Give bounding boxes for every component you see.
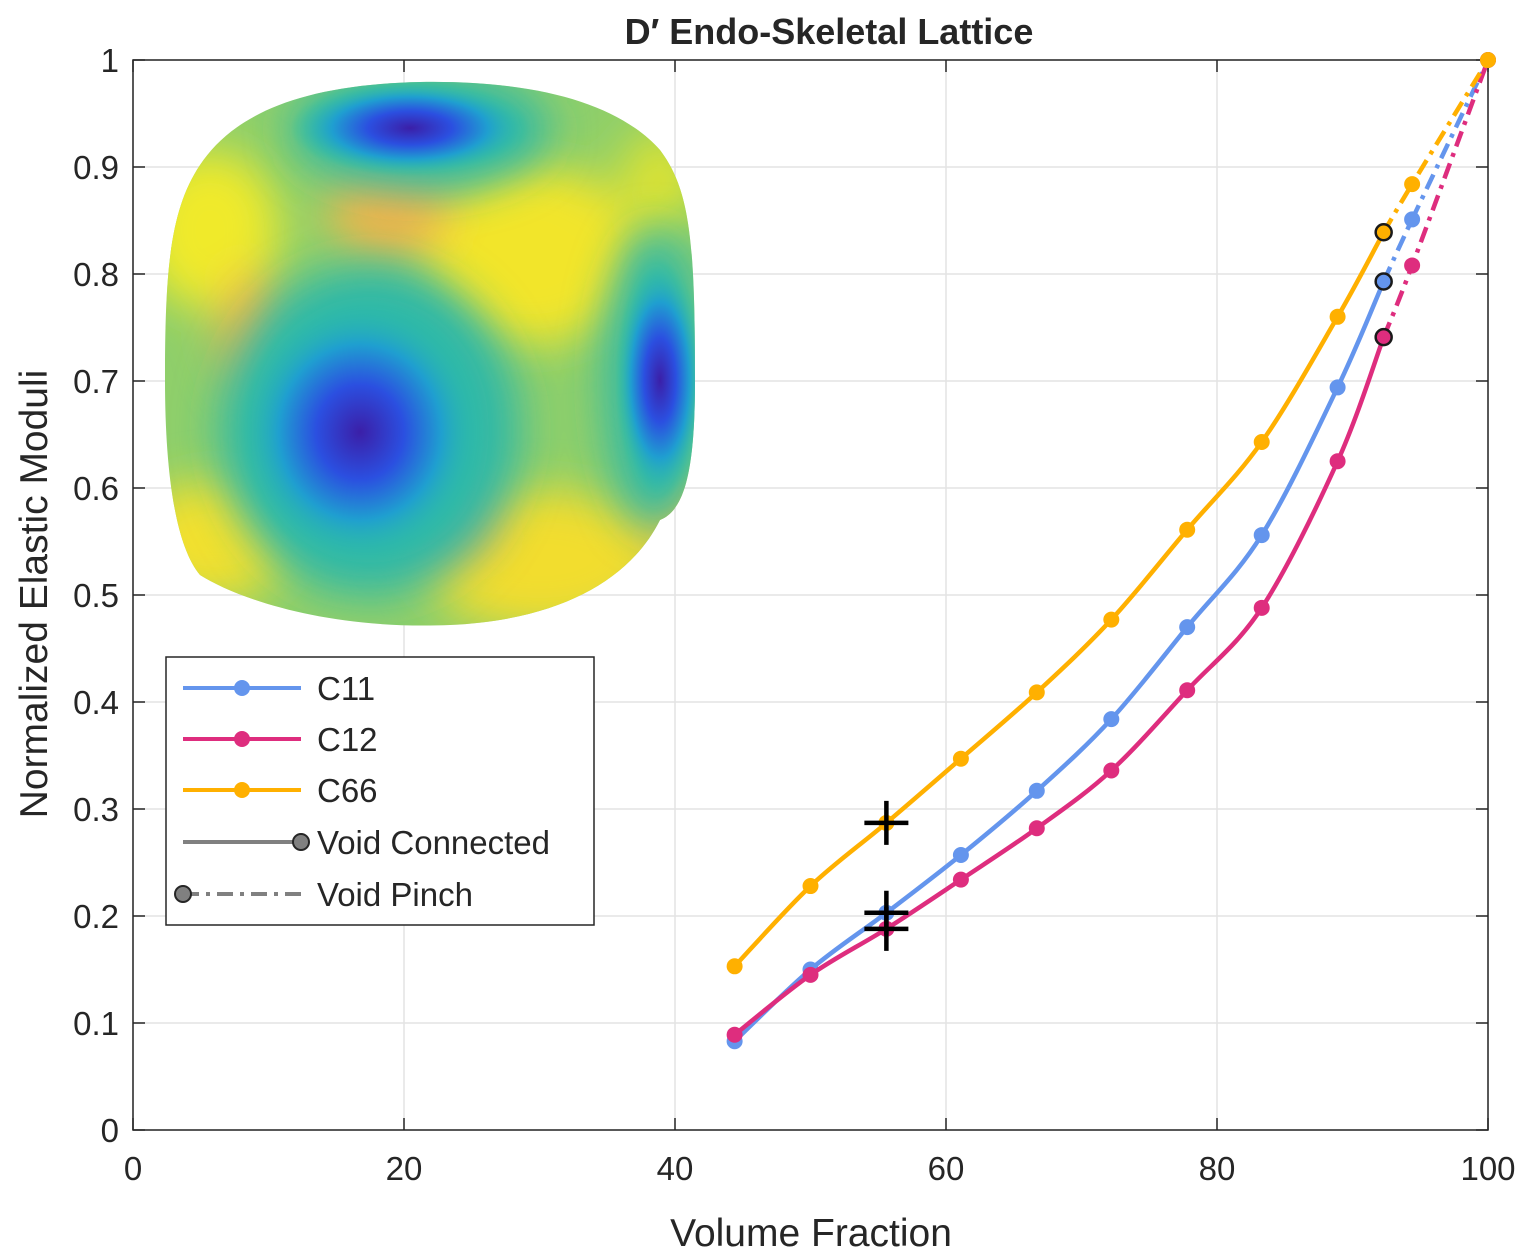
x-tick-label-5: 100: [1460, 1150, 1515, 1187]
y-tick-label-5: 0.5: [73, 577, 119, 614]
plus-markers: [864, 800, 909, 951]
series-layer: [726, 52, 1496, 1050]
legend-item-c66: C66: [183, 772, 378, 809]
data-point-c12-7: [1253, 599, 1270, 616]
data-point-c11-5: [1103, 711, 1120, 728]
data-point-c11-7: [1253, 527, 1270, 544]
data-point-c66-4: [1028, 684, 1045, 701]
chart-title: D′ Endo-Skeletal Lattice: [625, 11, 1034, 52]
data-point-c66-7: [1253, 433, 1270, 450]
legend-label-c11: C11: [317, 670, 375, 707]
plus-marker-2: [864, 906, 909, 951]
legend-marker-void-connected: [292, 833, 310, 851]
x-tick-label-3: 60: [928, 1150, 965, 1187]
data-point-c12-5: [1103, 762, 1120, 779]
y-tick-label-3: 0.3: [73, 791, 119, 828]
data-point-c12-1: [802, 966, 819, 983]
data-point-c66-1: [802, 878, 819, 895]
y-tick-label-4: 0.4: [73, 684, 119, 721]
y-tick-label-0: 0: [101, 1112, 119, 1149]
y-tick-label-10: 1: [101, 42, 119, 79]
data-point-c12-8: [1329, 453, 1346, 470]
series-line-connected-c66: [732, 231, 1386, 968]
y-tick-label-2: 0.2: [73, 898, 119, 935]
plus-marker-0: [864, 800, 909, 845]
series-line-pinch-c66: [1381, 58, 1490, 234]
series-line-connected-c11: [733, 280, 1386, 1043]
data-point-c12-0: [726, 1026, 743, 1043]
data-point-c12-4: [1028, 820, 1045, 837]
legend: C11 C12 C66 Void Connected Void Pinch: [165, 656, 595, 926]
x-axis-label: Volume Fraction: [670, 1212, 952, 1253]
data-point-c66-8: [1329, 308, 1346, 325]
series-line-connected-c12: [733, 336, 1386, 1037]
data-point-c12-6: [1179, 682, 1196, 699]
data-point-c11-6: [1179, 619, 1196, 636]
data-point-c66-6: [1179, 521, 1196, 538]
data-point-c66-5: [1103, 611, 1120, 628]
data-point-c11-3: [952, 847, 969, 864]
legend-item-void-pinch: Void Pinch: [174, 876, 473, 913]
transition-point-c66: [1374, 223, 1393, 242]
y-axis-label: Normalized Elastic Moduli: [13, 370, 56, 819]
y-tick-label-6: 0.6: [73, 470, 119, 507]
x-tick-label-4: 80: [1199, 1150, 1236, 1187]
data-point-c11-pinch-0: [1404, 211, 1421, 228]
data-point-c12-pinch-0: [1404, 257, 1421, 274]
data-point-c11-4: [1028, 782, 1045, 799]
legend-label-void-connected: Void Connected: [317, 824, 550, 861]
x-tick-label-0: 0: [124, 1150, 142, 1187]
x-tick-label-1: 20: [386, 1150, 423, 1187]
legend-label-c66: C66: [317, 772, 378, 809]
transition-point-c12: [1374, 327, 1393, 347]
data-point-c66-3: [952, 750, 969, 767]
legend-label-c12: C12: [317, 721, 378, 758]
y-tick-label-1: 0.1: [73, 1005, 119, 1042]
data-point-c66-pinch-1: [1480, 52, 1496, 68]
series-line-pinch-c11: [1381, 59, 1491, 283]
legend-marker-c66: [234, 782, 250, 798]
legend-item-c11: C11: [183, 670, 375, 707]
y-tick-label-8: 0.8: [73, 256, 119, 293]
data-point-c11-8: [1329, 379, 1346, 396]
data-point-c66-pinch-0: [1404, 176, 1421, 193]
legend-marker-c12: [234, 731, 250, 747]
lattice-surface-image: [165, 81, 695, 626]
legend-label-void-pinch: Void Pinch: [317, 876, 473, 913]
legend-marker-void-pinch: [174, 885, 192, 903]
y-tick-label-7: 0.7: [73, 363, 119, 400]
axes: 0 20 40 60 80 100 0 0.1 0.2 0.3 0.4 0.5 0.6 0.7 0.8 0.9…: [73, 42, 1515, 1187]
data-point-c12-3: [952, 871, 969, 888]
legend-item-void-connected: Void Connected: [183, 824, 550, 861]
y-tick-label-9: 0.9: [73, 149, 119, 186]
legend-marker-c11: [234, 680, 250, 696]
transition-point-c11: [1374, 272, 1393, 291]
x-tick-label-2: 40: [657, 1150, 694, 1187]
legend-item-c12: C12: [183, 721, 378, 758]
data-point-c66-0: [726, 958, 743, 975]
